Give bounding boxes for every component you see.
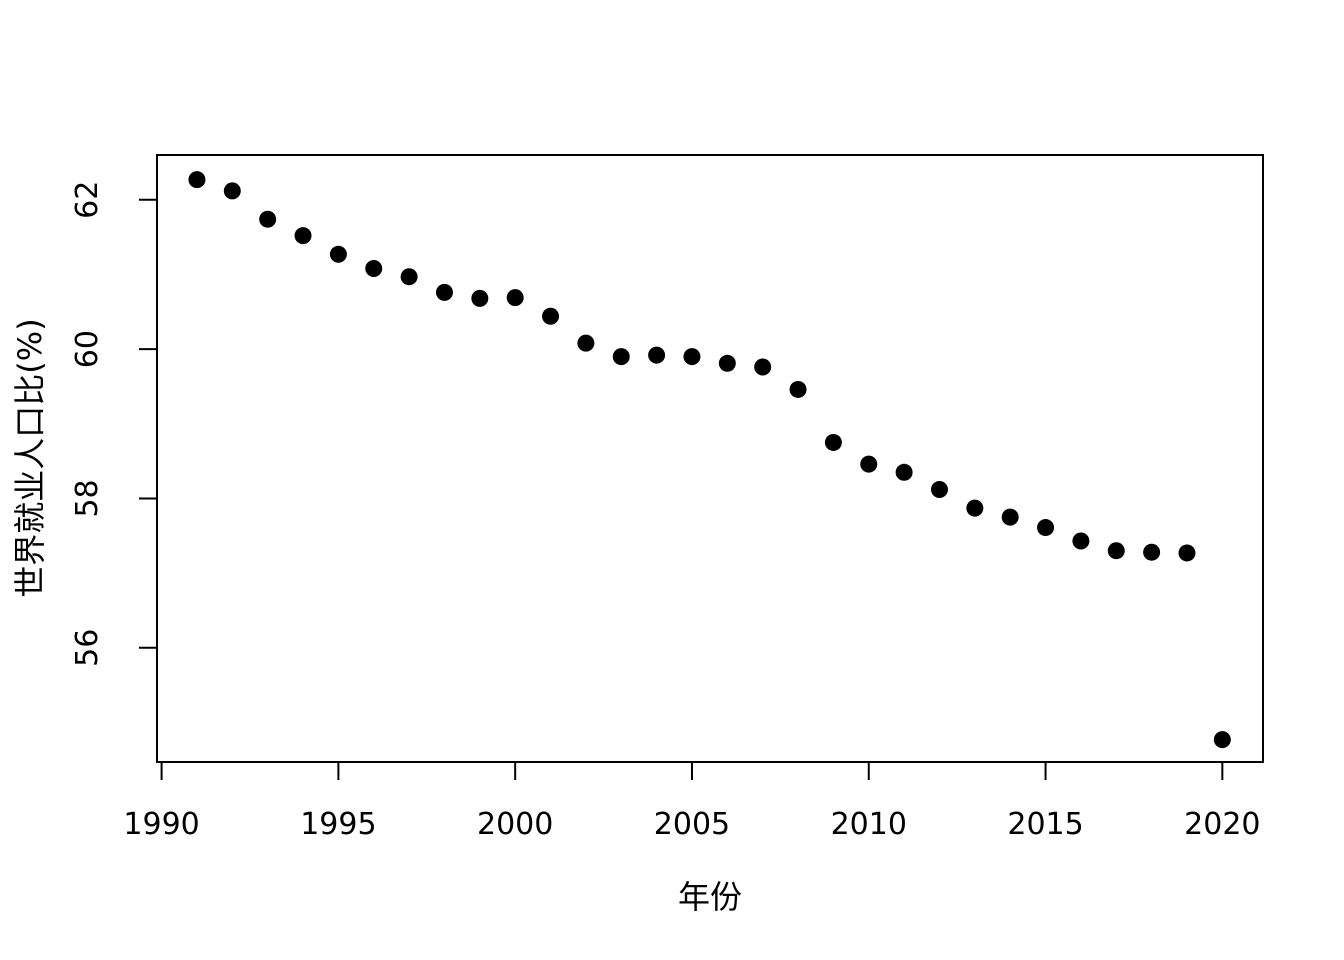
x-tick-label: 2005 bbox=[654, 807, 730, 842]
data-point bbox=[1072, 532, 1090, 550]
x-tick-label: 2020 bbox=[1184, 807, 1260, 842]
x-tick-label: 1990 bbox=[123, 807, 199, 842]
data-point bbox=[471, 289, 489, 307]
x-tick-label: 1995 bbox=[300, 807, 376, 842]
data-point bbox=[223, 182, 241, 200]
data-point bbox=[1107, 542, 1125, 560]
data-point bbox=[824, 433, 842, 451]
data-point bbox=[1001, 508, 1019, 526]
y-tick-label: 62 bbox=[70, 181, 105, 219]
data-point bbox=[1213, 731, 1231, 749]
x-tick-label: 2010 bbox=[831, 807, 907, 842]
data-point bbox=[259, 210, 277, 228]
data-point bbox=[1178, 544, 1196, 562]
data-point bbox=[648, 346, 666, 364]
data-point bbox=[365, 259, 383, 277]
y-axis-label: 世界就业人口比(%) bbox=[11, 318, 49, 598]
x-tick-label: 2000 bbox=[477, 807, 553, 842]
data-point bbox=[329, 245, 347, 263]
data-point bbox=[542, 307, 560, 325]
data-point bbox=[435, 283, 453, 301]
data-point bbox=[860, 455, 878, 473]
x-axis-label: 年份 bbox=[677, 878, 743, 916]
data-point bbox=[789, 380, 807, 398]
data-point bbox=[754, 358, 772, 376]
data-point bbox=[895, 463, 913, 481]
data-point bbox=[1037, 519, 1055, 537]
data-point bbox=[506, 289, 524, 307]
plot-border bbox=[156, 154, 1264, 763]
data-point bbox=[400, 268, 418, 286]
data-point bbox=[577, 334, 595, 352]
data-point bbox=[718, 354, 736, 372]
data-point bbox=[930, 480, 948, 498]
data-point bbox=[966, 499, 984, 517]
y-tick-label: 60 bbox=[70, 330, 105, 368]
data-point bbox=[1143, 543, 1161, 561]
y-tick-label: 56 bbox=[70, 629, 105, 667]
data-point bbox=[612, 348, 630, 366]
x-tick-label: 2015 bbox=[1007, 807, 1083, 842]
y-tick-label: 58 bbox=[70, 479, 105, 517]
data-point bbox=[188, 171, 206, 189]
data-point bbox=[683, 348, 701, 366]
data-point bbox=[294, 227, 312, 245]
